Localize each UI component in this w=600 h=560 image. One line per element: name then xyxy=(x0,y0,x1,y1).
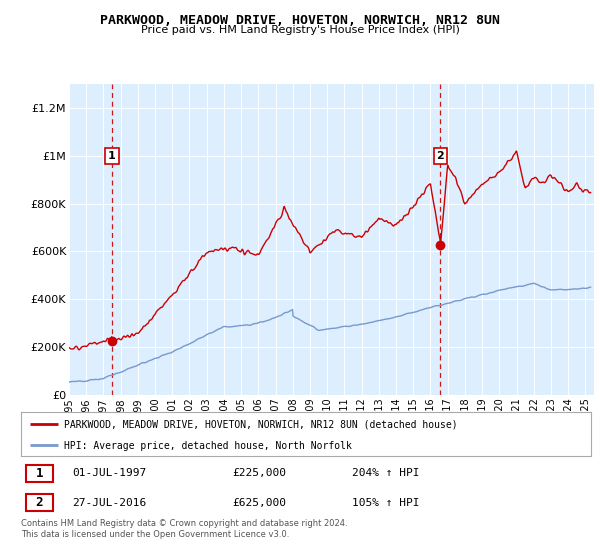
Text: 204% ↑ HPI: 204% ↑ HPI xyxy=(352,468,419,478)
Text: £625,000: £625,000 xyxy=(232,498,286,508)
Text: 1: 1 xyxy=(35,466,43,480)
Text: PARKWOOD, MEADOW DRIVE, HOVETON, NORWICH, NR12 8UN: PARKWOOD, MEADOW DRIVE, HOVETON, NORWICH… xyxy=(100,14,500,27)
Text: 01-JUL-1997: 01-JUL-1997 xyxy=(73,468,146,478)
Text: 27-JUL-2016: 27-JUL-2016 xyxy=(73,498,146,508)
Text: HPI: Average price, detached house, North Norfolk: HPI: Average price, detached house, Nort… xyxy=(64,441,352,451)
Text: 2: 2 xyxy=(437,151,445,161)
Text: £225,000: £225,000 xyxy=(232,468,286,478)
Text: Price paid vs. HM Land Registry's House Price Index (HPI): Price paid vs. HM Land Registry's House … xyxy=(140,25,460,35)
FancyBboxPatch shape xyxy=(26,465,53,482)
Text: 105% ↑ HPI: 105% ↑ HPI xyxy=(352,498,419,508)
FancyBboxPatch shape xyxy=(26,494,53,511)
Text: 1: 1 xyxy=(108,151,116,161)
Text: PARKWOOD, MEADOW DRIVE, HOVETON, NORWICH, NR12 8UN (detached house): PARKWOOD, MEADOW DRIVE, HOVETON, NORWICH… xyxy=(64,419,457,430)
Text: Contains HM Land Registry data © Crown copyright and database right 2024.
This d: Contains HM Land Registry data © Crown c… xyxy=(21,519,347,539)
Text: 2: 2 xyxy=(35,496,43,510)
